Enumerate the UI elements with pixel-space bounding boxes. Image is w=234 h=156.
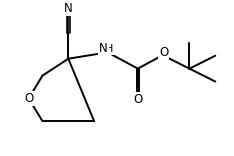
Text: O: O (133, 93, 143, 106)
Text: H: H (105, 44, 113, 54)
Text: O: O (24, 92, 33, 105)
Text: N: N (99, 42, 107, 55)
Text: O: O (159, 46, 168, 59)
Text: N: N (64, 2, 73, 15)
